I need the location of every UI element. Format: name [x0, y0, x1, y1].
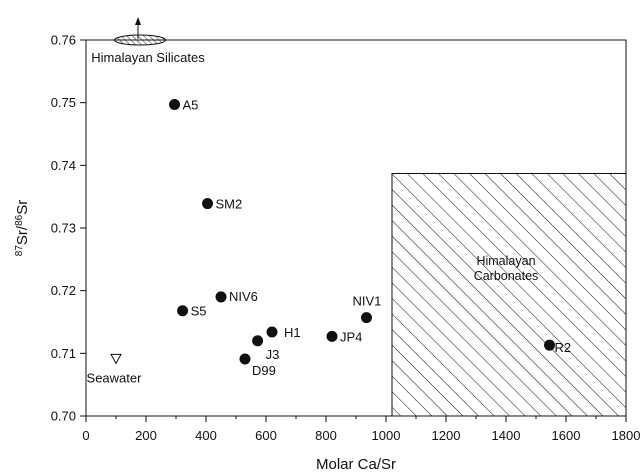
y-tick-label: 0.74 — [51, 158, 76, 173]
point-r2 — [544, 339, 555, 351]
x-tick-label: 1600 — [552, 428, 581, 443]
y-tick-label: 0.76 — [51, 33, 76, 48]
y-axis-title-sup-a: 87 — [14, 245, 25, 257]
point-label-niv6: NIV6 — [229, 289, 258, 304]
y-axis-title: 87Sr/86Sr — [14, 200, 32, 256]
point-d99 — [239, 353, 251, 365]
x-tick-label: 1800 — [612, 428, 641, 443]
point-label-h1: H1 — [284, 325, 301, 340]
point-jp4 — [326, 330, 338, 342]
carbonates-region — [391, 172, 627, 417]
silicates-arrow-head — [135, 17, 141, 25]
seawater-marker — [110, 353, 122, 365]
seawater-label: Seawater — [87, 370, 143, 385]
x-tick-label: 400 — [195, 428, 217, 443]
point-label-j3: J3 — [266, 347, 280, 362]
x-tick-label: 0 — [82, 428, 89, 443]
point-j3 — [252, 335, 264, 347]
y-tick-label: 0.72 — [51, 283, 76, 298]
point-label-s5: S5 — [191, 304, 207, 319]
y-axis: 0.70 0.71 0.72 0.73 0.74 0.75 0.76 — [51, 33, 86, 424]
carbonates-label-line1: Himalayan — [476, 254, 535, 268]
x-tick-label: 800 — [315, 428, 337, 443]
point-label-a5: A5 — [183, 98, 199, 113]
carbonates-label-line2: Carbonates — [474, 269, 539, 283]
point-h1 — [266, 326, 278, 338]
y-tick-label: 0.75 — [51, 95, 76, 110]
x-tick-label: 1000 — [372, 428, 401, 443]
point-label-r2: R2 — [555, 340, 572, 355]
x-axis: 0 200 400 600 800 1000 1200 1400 1600 1800 — [82, 416, 640, 443]
y-axis-title-part-b: Sr — [14, 200, 31, 215]
y-tick-label: 0.71 — [51, 346, 76, 361]
y-tick-label: 0.70 — [51, 409, 76, 424]
x-tick-label: 600 — [255, 428, 277, 443]
y-axis-title-part-a: Sr/ — [14, 225, 31, 245]
x-axis-title: Molar Ca/Sr — [316, 456, 396, 473]
x-tick-label: 200 — [135, 428, 157, 443]
point-a5 — [169, 99, 180, 111]
x-tick-label: 1400 — [492, 428, 521, 443]
point-s5 — [177, 305, 189, 317]
point-niv6 — [215, 291, 227, 303]
point-label-sm2: SM2 — [216, 197, 243, 212]
y-tick-label: 0.73 — [51, 221, 76, 236]
silicates-label: Himalayan Silicates — [91, 50, 205, 65]
point-niv1 — [361, 312, 372, 324]
x-tick-label: 1200 — [432, 428, 461, 443]
point-label-d99: D99 — [252, 363, 276, 378]
y-axis-title-sup-b: 86 — [14, 214, 25, 226]
point-sm2 — [202, 198, 213, 210]
point-label-jp4: JP4 — [340, 329, 362, 344]
point-label-niv1: NIV1 — [353, 294, 382, 309]
silicates-ellipse — [114, 34, 166, 46]
